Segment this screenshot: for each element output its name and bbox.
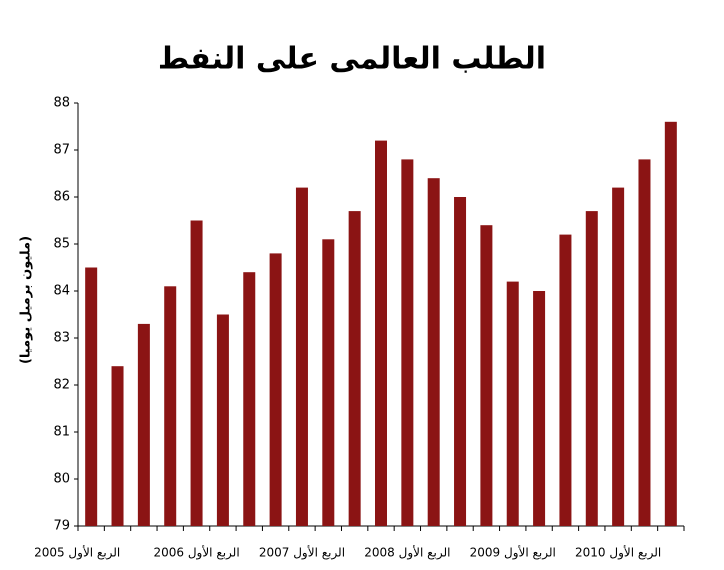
y-tick-label: 85 <box>53 237 70 252</box>
bar <box>295 187 308 526</box>
bar <box>216 314 229 526</box>
bar <box>480 225 493 526</box>
y-tick-label: 87 <box>53 143 70 158</box>
bar <box>559 234 572 526</box>
x-tick-label: الربع الأول 2009 <box>470 545 556 561</box>
y-tick-label: 88 <box>53 96 70 111</box>
y-tick-label: 83 <box>53 331 70 346</box>
bar <box>585 211 598 526</box>
bar <box>137 323 150 526</box>
x-tick-label: الربع الأول 2005 <box>34 545 120 561</box>
y-tick-label: 82 <box>53 378 70 393</box>
x-tick-label: الربع الأول 2008 <box>364 545 450 561</box>
bar <box>454 197 467 526</box>
bar <box>164 286 177 526</box>
chart-title: الطلب العالمى على النفط <box>158 42 546 77</box>
x-tick-label: الربع الأول 2006 <box>153 545 239 561</box>
bar <box>375 140 387 526</box>
bar <box>401 159 414 526</box>
y-tick-label: 79 <box>53 519 70 534</box>
bar <box>612 187 625 526</box>
bar <box>664 121 677 527</box>
bar <box>506 281 519 526</box>
x-tick-label: الربع الأول 2007 <box>259 545 345 561</box>
bar <box>348 211 361 526</box>
y-tick-label: 84 <box>53 284 70 299</box>
bar <box>322 239 335 527</box>
bar <box>190 220 203 526</box>
y-tick-label: 80 <box>53 472 70 487</box>
bar <box>638 159 651 526</box>
bar <box>533 291 546 526</box>
bar <box>243 272 256 526</box>
x-tick-label: الربع الأول 2010 <box>575 545 661 561</box>
bar <box>427 178 440 526</box>
bar <box>269 253 282 526</box>
y-tick-label: 86 <box>53 190 70 205</box>
bar <box>111 366 124 526</box>
y-tick-label: 81 <box>53 425 70 440</box>
bar <box>85 267 98 526</box>
y-axis-label: (مليون برميل يوميا) <box>19 236 34 364</box>
